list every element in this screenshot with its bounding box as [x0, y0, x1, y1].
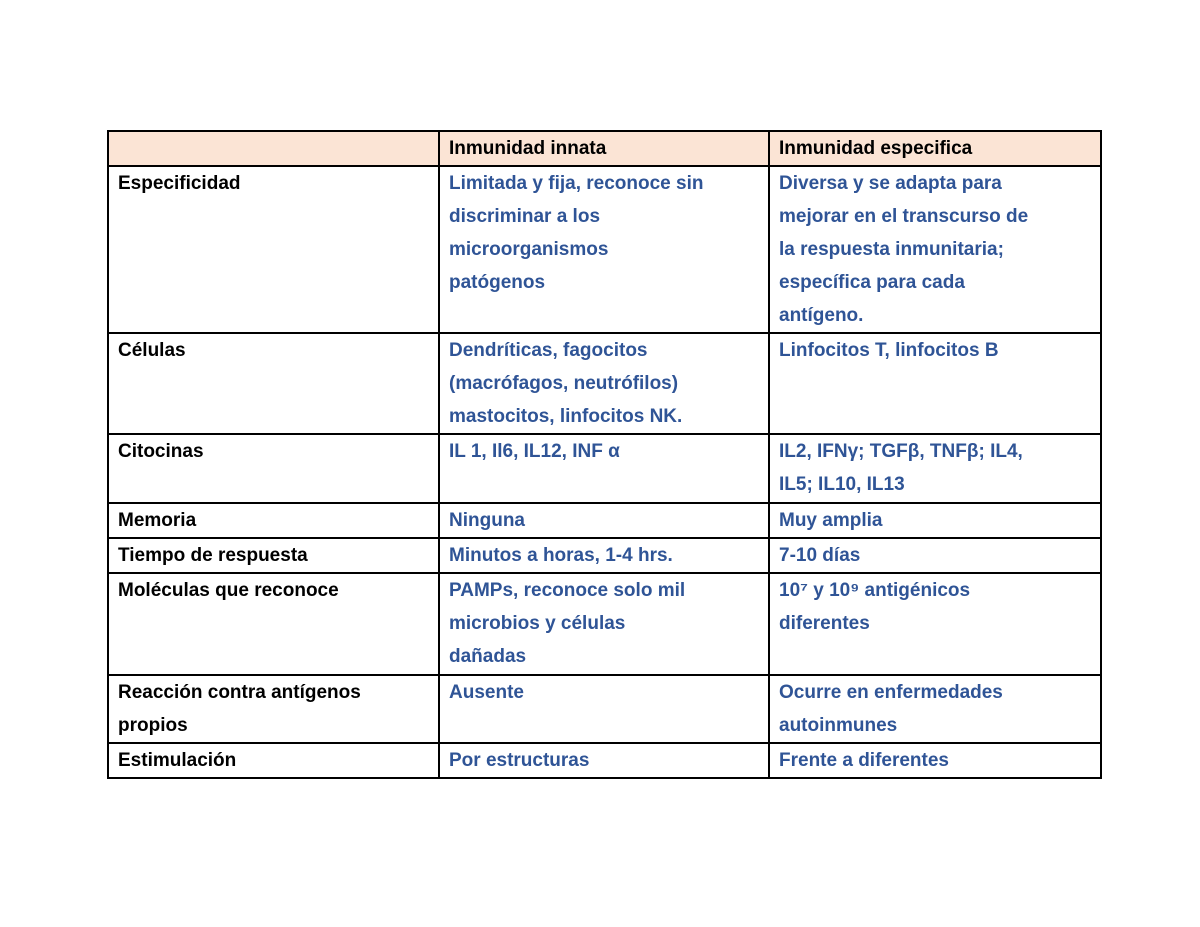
table-row: Citocinas IL 1, Il6, IL12, INF α IL2, IFNγ…	[107, 433, 1102, 504]
cell-text: Minutos a horas, 1-4 hrs.	[449, 545, 673, 566]
cell-text: patógenos	[449, 272, 546, 293]
value-cell: Ocurre en enfermedades autoinmunes	[768, 674, 1102, 744]
cell-text: microorganismos	[449, 239, 609, 260]
cell-text: Reacción contra antígenos	[118, 682, 361, 703]
value-cell: Linfocitos T, linfocitos B	[768, 332, 1102, 435]
table-row: Reacción contra antígenos propios Ausente O…	[107, 674, 1102, 744]
cell-text: la respuesta inmunitaria;	[779, 239, 1004, 260]
cell-text: mejorar en el transcurso de	[779, 206, 1029, 227]
cell-text: Especificidad	[118, 173, 241, 194]
cell-text: Tiempo de respuesta	[118, 545, 308, 566]
cell-text: 10⁷ y 10⁹ antigénicos	[779, 580, 971, 601]
cell-text: (macrófagos, neutrófilos)	[449, 373, 679, 394]
cell-text: propios	[118, 715, 188, 736]
cell-text: Frente a diferentes	[779, 750, 949, 771]
table-row: Estimulación Por estructuras Frente a dife…	[107, 742, 1102, 779]
value-cell: PAMPs, reconoce solo mil microbios y célu…	[438, 572, 770, 676]
value-cell: IL 1, Il6, IL12, INF α	[438, 433, 770, 504]
row-label-cell: Reacción contra antígenos propios	[107, 674, 440, 744]
cell-text: diferentes	[779, 613, 870, 634]
table-row: Células Dendríticas, fagocitos (macrófagos…	[107, 332, 1102, 435]
table-row: Moléculas que reconoce PAMPs, reconoce so…	[107, 572, 1102, 676]
value-cell: Ausente	[438, 674, 770, 744]
comparison-table: Inmunidad innata Inmunidad especifica Es…	[107, 130, 1102, 779]
cell-text: dañadas	[449, 646, 527, 667]
value-cell: 10⁷ y 10⁹ antigénicos diferentes	[768, 572, 1102, 676]
table-row: Especificidad Limitada y fija, reconoce s…	[107, 165, 1102, 334]
cell-text: Diversa y se adapta para	[779, 173, 1002, 194]
cell-text: 7-10 días	[779, 545, 861, 566]
value-cell: Minutos a horas, 1-4 hrs.	[438, 537, 770, 574]
header-text: Inmunidad innata	[449, 138, 607, 159]
value-cell: Ninguna	[438, 502, 770, 539]
row-label-cell: Estimulación	[107, 742, 440, 779]
cell-text: Ausente	[449, 682, 524, 703]
row-label-cell: Especificidad	[107, 165, 440, 334]
row-label-cell: Moléculas que reconoce	[107, 572, 440, 676]
cell-text: autoinmunes	[779, 715, 898, 736]
header-text: Inmunidad especifica	[779, 138, 973, 159]
value-cell: IL2, IFNγ; TGFβ, TNFβ; IL4, IL5; IL10, IL…	[768, 433, 1102, 504]
cell-text: Ninguna	[449, 510, 525, 531]
row-label-cell: Células	[107, 332, 440, 435]
cell-text: Por estructuras	[449, 750, 590, 771]
cell-text: Memoria	[118, 510, 197, 531]
row-label-cell: Tiempo de respuesta	[107, 537, 440, 574]
value-cell: Frente a diferentes	[768, 742, 1102, 779]
value-cell: Muy amplia	[768, 502, 1102, 539]
value-cell: Diversa y se adapta para mejorar en el tr…	[768, 165, 1102, 334]
header-row: Inmunidad innata Inmunidad especifica	[107, 130, 1102, 167]
value-cell: Limitada y fija, reconoce sin discriminar…	[438, 165, 770, 334]
cell-text: Linfocitos T, linfocitos B	[779, 340, 999, 361]
header-cell: Inmunidad innata	[438, 130, 770, 167]
value-cell: Por estructuras	[438, 742, 770, 779]
value-cell: 7-10 días	[768, 537, 1102, 574]
cell-text: IL2, IFNγ; TGFβ, TNFβ; IL4,	[779, 441, 1023, 462]
cell-text: PAMPs, reconoce solo mil	[449, 580, 686, 601]
cell-text: antígeno.	[779, 305, 864, 326]
cell-text: Limitada y fija, reconoce sin	[449, 173, 704, 194]
cell-text: microbios y células	[449, 613, 626, 634]
cell-text: Citocinas	[118, 441, 204, 462]
header-cell: Inmunidad especifica	[768, 130, 1102, 167]
cell-text: IL 1, Il6, IL12, INF α	[449, 441, 620, 462]
cell-text: Dendríticas, fagocitos	[449, 340, 648, 361]
cell-text: discriminar a los	[449, 206, 601, 227]
cell-text: IL5; IL10, IL13	[779, 474, 905, 495]
cell-text: Ocurre en enfermedades	[779, 682, 1003, 703]
table-row: Memoria Ninguna Muy amplia	[107, 502, 1102, 539]
cell-text: Muy amplia	[779, 510, 883, 531]
cell-text: Moléculas que reconoce	[118, 580, 339, 601]
value-cell: Dendríticas, fagocitos (macrófagos, neutr…	[438, 332, 770, 435]
table-row: Tiempo de respuesta Minutos a horas, 1-4 …	[107, 537, 1102, 574]
row-label-cell: Memoria	[107, 502, 440, 539]
row-label-cell: Citocinas	[107, 433, 440, 504]
cell-text: mastocitos, linfocitos NK.	[449, 406, 683, 427]
cell-text: específica para cada	[779, 272, 965, 293]
cell-text: Estimulación	[118, 750, 237, 771]
cell-text: Células	[118, 340, 186, 361]
header-cell	[107, 130, 440, 167]
